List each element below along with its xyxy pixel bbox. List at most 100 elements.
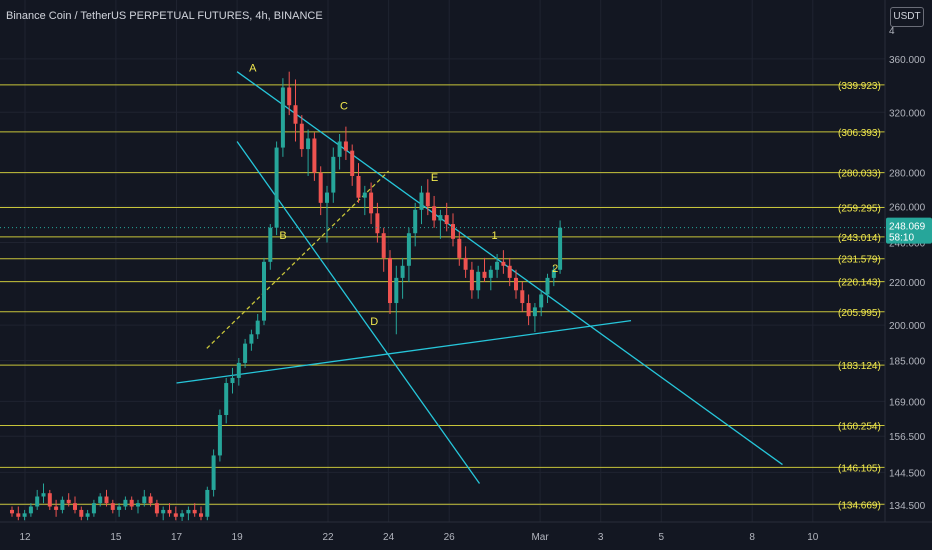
candle-body-13: [91, 503, 96, 514]
candle-body-38: [249, 334, 254, 344]
candle-body-3: [28, 506, 33, 514]
candle-body-11: [79, 509, 84, 517]
candle-body-8: [60, 499, 65, 510]
level-label-4: (243.014): [838, 233, 881, 244]
candle-body-60: [388, 257, 392, 304]
time-tick-8: 3: [598, 532, 604, 543]
price-tick-5: 200.000: [889, 321, 926, 332]
candle-body-44: [287, 87, 292, 106]
candle-body-36: [236, 362, 241, 378]
candle-body-5: [41, 493, 46, 497]
candle-body-25: [167, 509, 172, 514]
candle-body-57: [369, 192, 374, 214]
candle-body-74: [476, 271, 481, 291]
candle-body-83: [532, 307, 537, 317]
time-axis[interactable]: 12 15 17 19 22 24 26 Mar 3 5 8 10: [19, 532, 818, 543]
candle-body-33: [217, 415, 222, 456]
price-tick-0: 134.500: [889, 501, 926, 512]
time-tick-7: Mar: [531, 532, 549, 543]
candle-body-65: [419, 192, 424, 210]
time-tick-0: 12: [19, 532, 31, 543]
candle-body-62: [400, 265, 405, 278]
wave-label-3: D: [370, 316, 378, 328]
candle-body-77: [495, 261, 500, 270]
candle-body-34: [224, 383, 229, 416]
price-tick-top: 4: [889, 26, 895, 37]
candle-body-61: [394, 277, 399, 304]
candle-body-39: [255, 320, 260, 335]
candle-body-69: [444, 215, 449, 225]
price-tick-1: 144.500: [889, 468, 926, 479]
candle-body-68: [438, 215, 443, 221]
candle-body-10: [73, 503, 77, 510]
candle-body-56: [362, 192, 367, 198]
candle-body-48: [312, 138, 317, 173]
candles: [10, 71, 563, 521]
level-label-6: (220.143): [838, 278, 881, 289]
candle-body-53: [343, 141, 348, 151]
time-tick-4: 22: [322, 532, 334, 543]
wave-label-4: E: [431, 172, 438, 184]
time-tick-11: 10: [807, 532, 819, 543]
price-tick-10: 320.000: [889, 108, 926, 119]
current-price-box: [886, 217, 932, 244]
candle-body-0: [10, 509, 14, 514]
level-label-11: (134.669): [838, 500, 881, 511]
trendline-base: [176, 319, 632, 384]
candle-body-71: [457, 238, 462, 258]
candle-body-49: [318, 172, 323, 203]
candle-body-1: [16, 513, 21, 517]
candle-body-46: [299, 123, 304, 150]
candle-body-55: [356, 175, 361, 198]
candle-body-27: [180, 513, 185, 517]
candle-body-31: [205, 489, 210, 517]
price-tick-7: 240.000: [889, 239, 926, 250]
price-tick-9: 280.000: [889, 169, 926, 180]
candle-body-15: [104, 496, 109, 504]
candle-body-21: [142, 496, 147, 504]
price-axis[interactable]: 134.500 144.500 156.500 169.000 185.000 200.0…: [889, 26, 926, 512]
candle-body-70: [451, 224, 455, 239]
time-tick-2: 17: [171, 532, 183, 543]
candle-body-6: [47, 493, 52, 507]
candle-body-72: [463, 257, 468, 270]
level-label-5: (231.579): [838, 255, 881, 266]
level-label-3: (259.295): [838, 204, 881, 215]
candle-body-16: [110, 503, 115, 510]
time-tick-6: 26: [444, 532, 456, 543]
candle-body-82: [526, 303, 531, 317]
candle-body-75: [482, 271, 487, 278]
currency-button[interactable]: USDT: [890, 7, 924, 27]
candle-body-22: [148, 496, 153, 504]
candle-body-18: [123, 499, 128, 507]
candle-body-17: [117, 506, 122, 510]
candle-body-64: [413, 209, 418, 234]
candle-body-4: [35, 496, 40, 507]
candle-body-40: [262, 261, 266, 321]
candle-body-12: [85, 513, 90, 517]
level-label-9: (160.254): [838, 421, 881, 432]
level-label-8: (183.124): [838, 361, 881, 372]
candle-body-51: [331, 156, 336, 193]
price-tick-6: 220.000: [889, 278, 926, 289]
wave-label-1: B: [279, 230, 286, 242]
time-tick-10: 8: [749, 532, 755, 543]
candle-body-81: [520, 290, 525, 304]
candle-body-41: [268, 227, 273, 262]
price-tick-3: 169.000: [889, 397, 926, 408]
candle-body-80: [514, 277, 518, 291]
candle-body-86: [551, 269, 556, 278]
chart-title: Binance Coin / TetherUS PERPETUAL FUTURE…: [6, 10, 323, 22]
price-tick-11: 360.000: [889, 55, 926, 66]
candle-body-45: [293, 105, 298, 124]
candle-body-20: [136, 503, 140, 507]
candle-body-37: [243, 343, 248, 363]
candle-body-52: [337, 141, 342, 157]
candle-body-79: [507, 265, 512, 278]
candle-body-59: [381, 233, 386, 258]
candle-body-84: [539, 294, 544, 308]
candle-body-78: [501, 261, 506, 266]
level-label-7: (205.995): [838, 308, 881, 319]
